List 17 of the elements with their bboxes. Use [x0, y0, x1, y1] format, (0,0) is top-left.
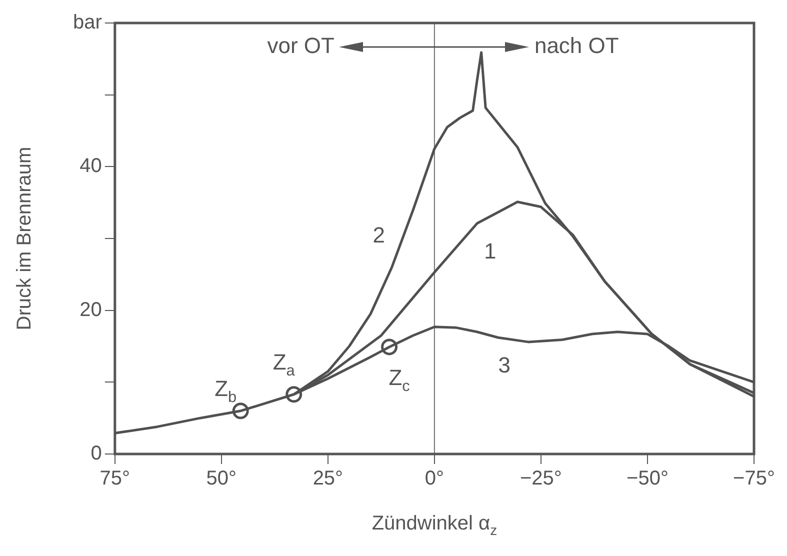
- annotation: nach OT: [534, 33, 619, 58]
- x-tick-label: 75°: [100, 468, 130, 490]
- annotation: 2: [372, 222, 385, 248]
- annotation: 1: [484, 238, 496, 264]
- x-tick-label: 50°: [206, 468, 237, 490]
- y-tick-label: 20: [80, 298, 102, 321]
- x-tick-label: −50°: [626, 468, 668, 490]
- annotation: 3: [498, 352, 510, 378]
- y-axis-title: Druck im Brennraum: [13, 146, 36, 330]
- y-tick-label: 0: [90, 442, 102, 465]
- x-tick-label: 25°: [312, 468, 344, 490]
- y-tick-label: 40: [80, 155, 102, 178]
- y-tick-label: bar: [73, 12, 102, 34]
- annotation: vor OT: [267, 33, 334, 58]
- x-tick-label: −75°: [733, 468, 775, 490]
- x-tick-label: −25°: [520, 468, 562, 490]
- x-tick-label: 0°: [424, 468, 444, 490]
